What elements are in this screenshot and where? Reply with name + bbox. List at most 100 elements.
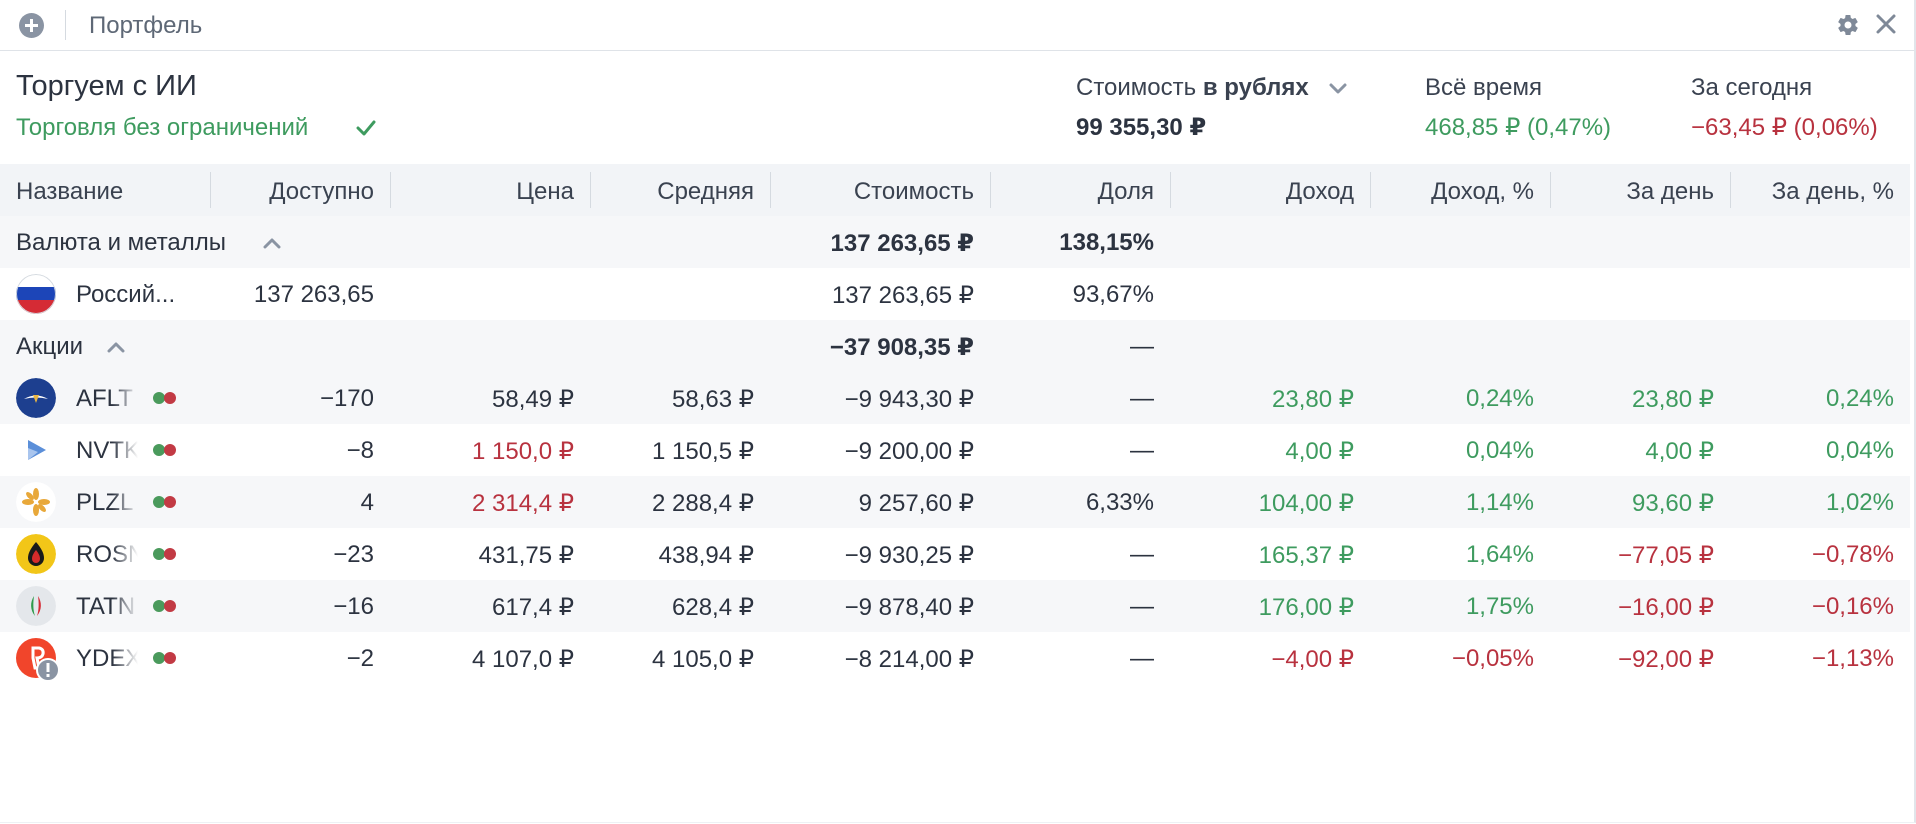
day-change: 23,80 ₽ — [1632, 386, 1714, 413]
exchange-status-icon — [153, 548, 179, 560]
col-separator[interactable] — [1170, 172, 1171, 208]
average-price: 4 105,0 ₽ — [651, 646, 754, 673]
available: 137 263,65 — [253, 281, 374, 308]
chevron-down-icon[interactable] — [1328, 82, 1348, 96]
col-day[interactable]: За день — [1626, 178, 1714, 205]
cost-label-prefix: Стоимость — [1076, 74, 1203, 101]
col-separator[interactable] — [390, 172, 391, 208]
yandex-logo-icon — [16, 638, 60, 682]
available: −2 — [346, 645, 374, 672]
table-row[interactable]: YDEX −2 4 107,0 ₽ 4 105,0 ₽ −8 214,00 ₽ … — [0, 632, 1910, 684]
today-value: −63,45 ₽ (0,06%) — [1691, 114, 1878, 141]
col-separator[interactable] — [590, 172, 591, 208]
col-price[interactable]: Цена — [516, 178, 574, 205]
col-separator[interactable] — [990, 172, 991, 208]
table-row[interactable]: TATN −16 617,4 ₽ 628,4 ₽ −9 878,40 ₽ — 1… — [0, 580, 1910, 632]
col-day-pct[interactable]: За день, % — [1771, 178, 1894, 205]
income: 176,00 ₽ — [1258, 594, 1354, 621]
available: −16 — [333, 593, 374, 620]
day-change: −77,05 ₽ — [1617, 542, 1714, 569]
price: 4 107,0 ₽ — [471, 646, 574, 673]
asset-name: Россий... — [76, 281, 176, 308]
day-change-pct: 0,04% — [1825, 437, 1894, 464]
income-pct: 0,04% — [1465, 437, 1534, 464]
income-pct: 1,14% — [1465, 489, 1534, 516]
table-header: Название Доступно Цена Средняя Стоимость… — [0, 164, 1910, 216]
group-label: Акции — [16, 333, 84, 360]
exchange-status-icon — [153, 444, 179, 456]
col-average[interactable]: Средняя — [657, 178, 754, 205]
value: −9 930,25 ₽ — [844, 542, 974, 569]
table-row[interactable]: ROSN −23 431,75 ₽ 438,94 ₽ −9 930,25 ₽ —… — [0, 528, 1910, 580]
close-icon[interactable] — [1874, 12, 1898, 36]
col-separator[interactable] — [210, 172, 211, 208]
col-income-pct[interactable]: Доход, % — [1431, 178, 1534, 205]
chevron-up-icon[interactable] — [262, 237, 282, 249]
table-row[interactable]: AFLT −170 58,49 ₽ 58,63 ₽ −9 943,30 ₽ — … — [0, 372, 1910, 424]
group-row-currency[interactable]: Валюта и металлы 137 263,65 ₽ 138,15% — [0, 216, 1910, 268]
day-change: −92,00 ₽ — [1617, 646, 1714, 673]
table-row[interactable]: Россий... 137 263,65 137 263,65 ₽ 93,67% — [0, 268, 1910, 320]
col-separator[interactable] — [1550, 172, 1551, 208]
ticker: AFLT — [76, 385, 138, 413]
cost-label[interactable]: Стоимость в рублях — [1076, 74, 1309, 102]
income: −4,00 ₽ — [1271, 646, 1354, 673]
ticker: ROSN — [76, 541, 138, 569]
value: −8 214,00 ₽ — [844, 646, 974, 673]
exchange-status-icon — [153, 496, 179, 508]
value: 9 257,60 ₽ — [858, 490, 974, 517]
price: 58,49 ₽ — [492, 386, 574, 413]
col-share[interactable]: Доля — [1097, 178, 1154, 205]
widget-topbar: Портфель — [0, 0, 1914, 51]
add-icon[interactable] — [19, 13, 44, 38]
ticker: NVTK — [76, 437, 138, 465]
share: 6,33% — [1085, 489, 1154, 516]
value: −9 200,00 ₽ — [844, 438, 974, 465]
share: — — [1130, 437, 1154, 464]
value: −9 943,30 ₽ — [844, 386, 974, 413]
col-separator[interactable] — [1730, 172, 1731, 208]
col-separator[interactable] — [770, 172, 771, 208]
russia-flag-icon — [16, 274, 56, 314]
available: 4 — [360, 489, 374, 516]
average-price: 58,63 ₽ — [672, 386, 754, 413]
group-row-stocks[interactable]: Акции −37 908,35 ₽ — — [0, 320, 1910, 372]
available: −8 — [346, 437, 374, 464]
day-change-pct: 1,02% — [1825, 489, 1894, 516]
table-row[interactable]: NVTK −8 1 150,0 ₽ 1 150,5 ₽ −9 200,00 ₽ … — [0, 424, 1910, 476]
ticker: YDEX — [76, 645, 138, 673]
account-name: Торгуем с ИИ — [16, 70, 197, 102]
col-available[interactable]: Доступно — [269, 178, 374, 205]
day-change-pct: −0,16% — [1811, 593, 1894, 620]
col-value[interactable]: Стоимость — [853, 178, 974, 205]
share: — — [1130, 385, 1154, 412]
novatek-logo-icon — [16, 430, 56, 470]
col-separator[interactable] — [1370, 172, 1371, 208]
average-price: 438,94 ₽ — [658, 542, 754, 569]
widget-title[interactable]: Портфель — [89, 12, 203, 39]
share: — — [1130, 645, 1154, 672]
group-value: 137 263,65 ₽ — [830, 230, 974, 257]
polyus-logo-icon — [16, 482, 56, 522]
income: 4,00 ₽ — [1285, 438, 1354, 465]
group-share: 138,15% — [1059, 229, 1154, 256]
table-row[interactable]: PLZL 4 2 314,4 ₽ 2 288,4 ₽ 9 257,60 ₽ 6,… — [0, 476, 1910, 528]
group-value: −37 908,35 ₽ — [829, 334, 974, 361]
account-status: Торговля без ограничений — [16, 114, 309, 141]
day-change-pct: −1,13% — [1811, 645, 1894, 672]
price: 431,75 ₽ — [478, 542, 574, 569]
gear-icon[interactable] — [1836, 13, 1860, 37]
col-name[interactable]: Название — [16, 178, 124, 205]
share: — — [1130, 593, 1154, 620]
ticker: TATN — [76, 593, 138, 621]
value: −9 878,40 ₽ — [844, 594, 974, 621]
col-income[interactable]: Доход — [1285, 178, 1354, 205]
price: 1 150,0 ₽ — [471, 438, 574, 465]
chevron-up-icon[interactable] — [106, 341, 126, 353]
day-change: 4,00 ₽ — [1645, 438, 1714, 465]
day-change-pct: −0,78% — [1811, 541, 1894, 568]
rosneft-logo-icon — [16, 534, 56, 574]
income: 104,00 ₽ — [1258, 490, 1354, 517]
price: 2 314,4 ₽ — [471, 490, 574, 517]
day-change-pct: 0,24% — [1825, 385, 1894, 412]
